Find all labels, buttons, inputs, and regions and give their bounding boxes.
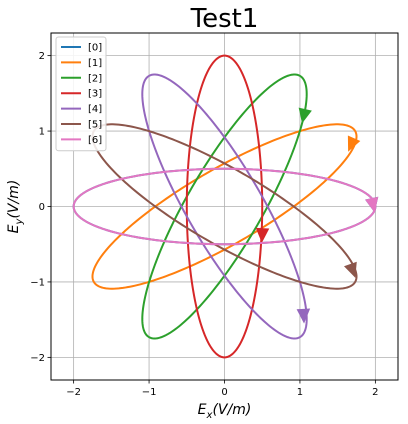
y-tick-label: 2	[39, 51, 45, 62]
legend-label-2: [2]	[88, 73, 102, 84]
y-tick-label: −1	[30, 277, 45, 288]
arrowhead-6	[365, 196, 379, 213]
series-line-4	[141, 73, 308, 340]
series-line-3	[185, 54, 264, 359]
series-line-1	[91, 123, 358, 290]
x-axis-label-main: E	[198, 402, 207, 418]
arrowhead-1	[347, 135, 361, 152]
arrowhead-4	[296, 308, 311, 324]
y-tick-label: 0	[39, 202, 45, 213]
x-axis-label-sub: x	[206, 410, 213, 421]
arrowhead-5	[343, 261, 357, 278]
axis-ticks: −2 −1 0 1 2 −2 −1 0 1 2	[30, 51, 378, 398]
legend-label-3: [3]	[88, 89, 102, 100]
legend-label-0: [0]	[88, 43, 102, 54]
x-axis-label: Ex(V/m)	[198, 402, 252, 421]
y-axis-label: Ey(V/m)	[6, 180, 25, 234]
legend-label-5: [5]	[88, 120, 102, 131]
series-line-5	[91, 123, 358, 290]
legend: [0] [1] [2] [3] [4] [5] [6]	[55, 36, 107, 152]
x-tick-label: 0	[221, 387, 227, 398]
y-tick-label: −2	[30, 353, 45, 364]
arrowhead-2	[298, 107, 312, 124]
chart-title: Test1	[190, 4, 259, 34]
x-tick-label: −2	[66, 387, 81, 398]
x-tick-label: −1	[142, 387, 157, 398]
y-tick-label: 1	[39, 127, 45, 138]
x-axis-label-unit: (V/m)	[212, 402, 251, 418]
series-layer	[72, 54, 379, 359]
y-axis-label-main: E	[6, 224, 22, 233]
x-tick-label: 2	[372, 387, 378, 398]
arrowhead-3	[255, 227, 270, 243]
y-axis-label-unit: (V/m)	[6, 180, 22, 219]
legend-label-4: [4]	[88, 104, 102, 115]
legend-label-6: [6]	[88, 135, 102, 146]
x-tick-label: 1	[297, 387, 303, 398]
y-axis-label-sub: y	[14, 217, 25, 225]
series-line-2	[141, 73, 308, 340]
legend-label-1: [1]	[88, 58, 102, 69]
